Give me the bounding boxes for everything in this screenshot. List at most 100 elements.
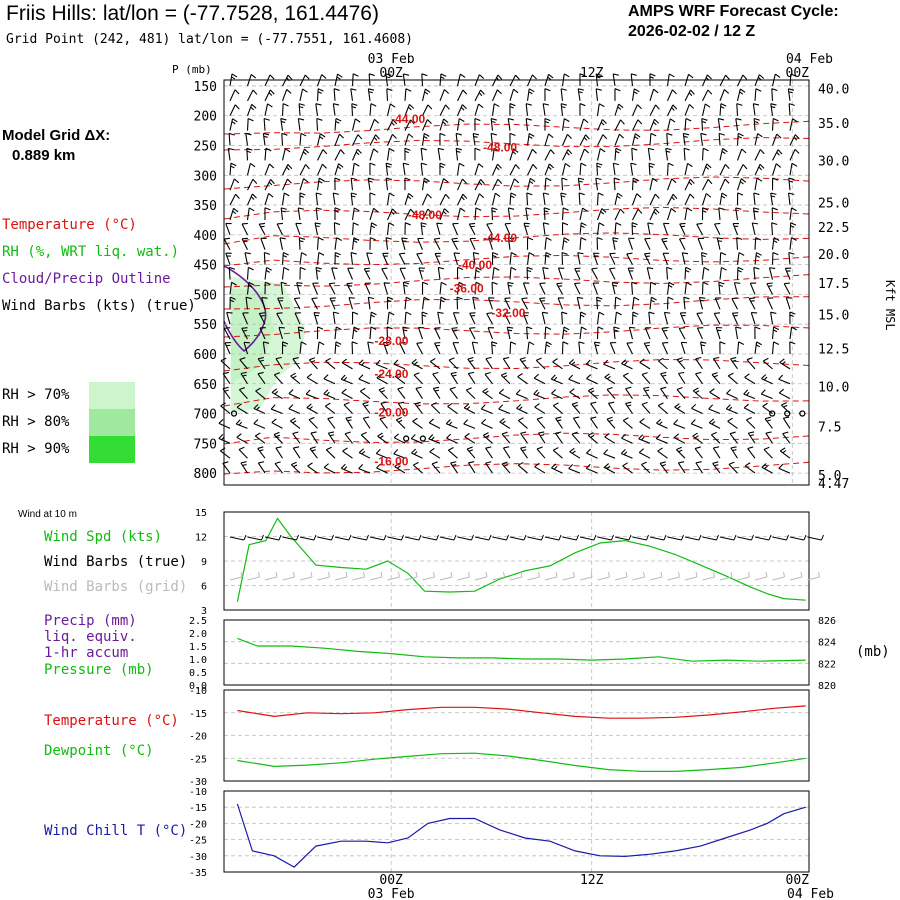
wind-barb bbox=[225, 252, 232, 265]
wind-barb bbox=[695, 461, 703, 474]
wind-barb bbox=[421, 296, 430, 310]
wind-barb bbox=[509, 266, 517, 280]
wind-barb bbox=[631, 222, 638, 235]
wind-barb bbox=[789, 326, 797, 340]
wind-barb bbox=[784, 267, 792, 280]
wind-barb bbox=[315, 207, 322, 221]
wind-barb bbox=[657, 357, 668, 370]
wind-barb bbox=[451, 237, 458, 251]
wind-barb bbox=[421, 132, 430, 146]
wind-barb bbox=[316, 252, 325, 265]
wind-barb bbox=[779, 447, 791, 459]
wind-barb bbox=[626, 252, 633, 265]
wind-barb bbox=[386, 134, 397, 146]
wind-barb bbox=[504, 297, 511, 310]
wind-barb bbox=[224, 342, 231, 355]
wind-barb bbox=[247, 89, 258, 102]
wind-barb bbox=[420, 162, 427, 176]
rh-legend-swatch bbox=[89, 436, 135, 463]
wind-barb bbox=[404, 88, 412, 101]
wind-barb bbox=[515, 389, 528, 400]
wind-barb bbox=[754, 341, 762, 355]
wind-barb bbox=[762, 402, 773, 414]
wind-barb bbox=[448, 357, 458, 370]
wind-barb bbox=[754, 326, 761, 340]
legend-wind-barbs-true: Wind Barbs (true) bbox=[44, 554, 188, 570]
wind-barb bbox=[622, 462, 633, 474]
wind-barb bbox=[596, 103, 605, 116]
wind-barb bbox=[386, 192, 395, 206]
wind-barb bbox=[447, 402, 458, 414]
wind-barb bbox=[358, 448, 371, 459]
wind-barb bbox=[701, 193, 712, 206]
wind-barb bbox=[701, 281, 709, 295]
wind-barb bbox=[386, 88, 393, 101]
wind-barb bbox=[229, 193, 240, 206]
kft-tick-label: 10.0 bbox=[818, 381, 849, 396]
wind-barb bbox=[316, 74, 327, 87]
wind-barb bbox=[606, 416, 616, 429]
wind-panel-frame bbox=[223, 511, 810, 611]
wind-barb bbox=[708, 418, 721, 429]
wind-barb bbox=[684, 89, 695, 102]
wind-barb bbox=[719, 103, 727, 116]
kft-tick-label: 40.0 bbox=[818, 82, 849, 97]
wind-barb bbox=[753, 266, 760, 280]
wind-barb bbox=[754, 133, 763, 146]
wind-barb bbox=[630, 162, 637, 176]
legend-temperature: Temperature (°C) bbox=[2, 217, 137, 233]
wind-barb bbox=[316, 237, 324, 250]
wind-barb bbox=[749, 282, 757, 295]
wind-barb bbox=[754, 74, 765, 87]
wind-barb bbox=[333, 222, 341, 235]
wind-barb-grid bbox=[247, 571, 260, 581]
wind-barb bbox=[534, 462, 546, 474]
wind-barb bbox=[716, 237, 724, 250]
wind-barb bbox=[485, 461, 493, 474]
time-label-bottom: 12Z bbox=[580, 873, 604, 888]
wind-barb bbox=[675, 446, 686, 459]
wind-barb bbox=[240, 461, 248, 474]
wind-barb bbox=[362, 401, 371, 414]
wind-barb-grid bbox=[719, 571, 733, 581]
wind-barb bbox=[516, 403, 528, 415]
wind-barb bbox=[313, 311, 320, 325]
wind-barb bbox=[715, 326, 723, 340]
wind-barb bbox=[334, 251, 341, 265]
wind-barb bbox=[411, 358, 423, 370]
wind-barb bbox=[526, 266, 533, 280]
wind-barb bbox=[789, 222, 797, 235]
wind-barb bbox=[603, 449, 616, 459]
wind-barb bbox=[334, 341, 342, 355]
legend-rh-90: RH > 90% bbox=[2, 441, 70, 457]
isotherm-line bbox=[223, 176, 810, 190]
wind-barb bbox=[789, 148, 800, 161]
wind-barb bbox=[662, 222, 670, 236]
wind-barb bbox=[474, 147, 481, 161]
wind-barb-true bbox=[387, 534, 404, 541]
wind-barb bbox=[428, 434, 441, 444]
wind-barb bbox=[316, 133, 326, 146]
wind-barb-true bbox=[527, 534, 544, 541]
wind-barb bbox=[586, 374, 598, 385]
wind-barb bbox=[385, 237, 392, 250]
wind-barb bbox=[501, 461, 511, 474]
wind-barb bbox=[369, 162, 376, 176]
kft-tick-label: 20.0 bbox=[818, 248, 849, 263]
wind-barb bbox=[509, 164, 520, 176]
wind-barb-grid bbox=[387, 571, 400, 581]
wind-barb bbox=[456, 178, 467, 191]
wind-barb-true bbox=[789, 534, 807, 541]
wind-barb bbox=[535, 357, 546, 370]
wind-barb bbox=[649, 104, 660, 116]
wind-barb bbox=[557, 267, 565, 280]
wind-barb bbox=[736, 148, 747, 161]
wind-barb bbox=[228, 132, 235, 146]
wind-barb bbox=[666, 162, 674, 176]
wind-barb bbox=[288, 404, 301, 415]
wind-barb bbox=[453, 252, 460, 265]
wind-barb bbox=[404, 222, 411, 235]
wind-barb bbox=[480, 404, 493, 415]
wind-barb bbox=[351, 326, 360, 340]
wind-barb bbox=[421, 311, 428, 325]
